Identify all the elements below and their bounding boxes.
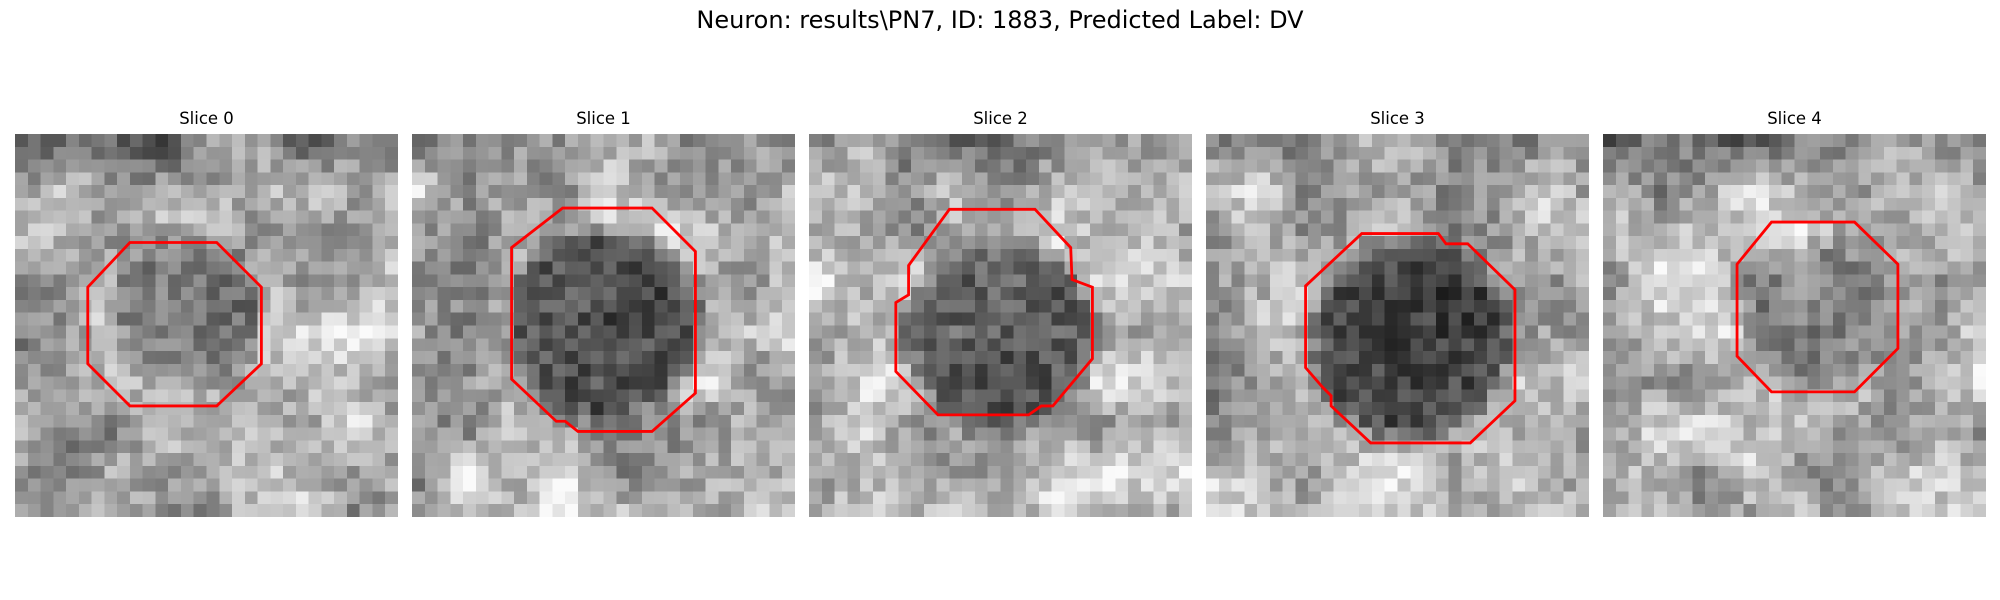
slice-image: [412, 134, 795, 517]
slice-title: Slice 3: [1370, 109, 1425, 128]
roi-contour: [86, 241, 263, 408]
slice-panel-1: Slice 1: [412, 108, 795, 517]
slice-panel-2: Slice 2: [809, 108, 1192, 517]
slice-image: [1603, 134, 1986, 517]
slice-image: [15, 134, 398, 517]
slice-title: Slice 0: [179, 109, 234, 128]
slice-title: Slice 2: [973, 109, 1028, 128]
roi-contour: [510, 206, 697, 433]
roi-contour: [1304, 232, 1517, 445]
roi-contour: [894, 207, 1094, 417]
slice-image: [809, 134, 1192, 517]
slice-panel-3: Slice 3: [1206, 108, 1589, 517]
slice-panel-4: Slice 4: [1603, 108, 1986, 517]
roi-contour: [1735, 220, 1900, 394]
slice-image: [1206, 134, 1589, 517]
slice-title: Slice 1: [576, 109, 631, 128]
figure-title: Neuron: results\PN7, ID: 1883, Predicted…: [696, 6, 1304, 34]
slice-title: Slice 4: [1767, 109, 1822, 128]
slice-panel-0: Slice 0: [15, 108, 398, 517]
